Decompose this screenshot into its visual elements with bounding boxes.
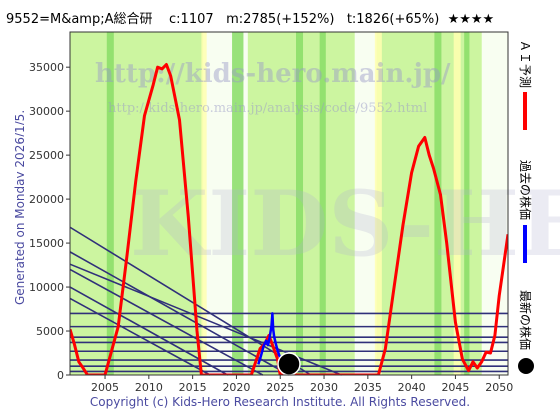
- stock-name: 9552=M&amp;A総合研: [6, 12, 153, 27]
- generated-date-label: Generated on Monday 2026/1/5.: [13, 110, 24, 305]
- band-region: [296, 32, 304, 375]
- current-price: c:1107: [169, 12, 214, 27]
- y-tick-label: 30000: [29, 105, 64, 118]
- band-region: [434, 32, 442, 375]
- legend-latest-label: 最新の株価: [518, 290, 533, 350]
- past-price-line: [257, 312, 285, 365]
- watermark: http://kids-hero.main.jp/ http://kids-he…: [95, 59, 560, 277]
- m-value: m:2785(+152%): [226, 12, 335, 27]
- legend-past-swatch: [523, 225, 527, 263]
- band-region: [232, 32, 244, 375]
- copyright: Copyright (c) Kids-Hero Research Institu…: [89, 395, 471, 409]
- y-tick-label: 35000: [29, 61, 64, 74]
- x-tick-label: 2045: [441, 381, 469, 394]
- rating-stars: ★★★★: [447, 12, 495, 27]
- legend-ai-swatch: [523, 92, 527, 130]
- band-region: [464, 32, 470, 375]
- band-region: [319, 32, 326, 375]
- band-region: [481, 32, 508, 375]
- t-value: t:1826(+65%): [346, 12, 440, 27]
- x-tick-label: 2050: [485, 381, 513, 394]
- x-tick-label: 2025: [266, 381, 294, 394]
- watermark-url-small: http://kids-hero.main.jp/analysis/code/9…: [108, 101, 427, 116]
- x-tick-label: 2005: [91, 381, 119, 394]
- y-tick-label: 20000: [29, 193, 64, 206]
- watermark-logo: KIDS-HERO: [130, 171, 560, 277]
- latest-price-marker: [277, 352, 301, 376]
- trend-line: [69, 297, 211, 376]
- trend-line: [69, 268, 264, 376]
- plot-frame: [69, 31, 509, 376]
- y-tick-label: 5000: [36, 325, 64, 338]
- y-tick-label: 10000: [29, 281, 64, 294]
- x-tick-label: 2040: [398, 381, 426, 394]
- band-region: [374, 32, 382, 375]
- watermark-url-large: http://kids-hero.main.jp/: [95, 59, 451, 89]
- legend-ai-label: ＡＩ予測: [518, 40, 532, 88]
- y-tick-label: 0: [57, 369, 64, 382]
- x-tick-label: 2020: [222, 381, 250, 394]
- legend-past-label: 過去の株価: [518, 160, 533, 220]
- x-axis: 2005 2010 2015 2020 2025 2030 2035 2040 2045 2050: [91, 375, 513, 394]
- x-tick-label: 2010: [135, 381, 163, 394]
- x-tick-label: 2035: [354, 381, 382, 394]
- y-tick-label: 15000: [29, 237, 64, 250]
- generated-date-text: Generated on Monday 2026/1/5.: [13, 110, 24, 305]
- y-tick-label: 25000: [29, 149, 64, 162]
- band-region: [201, 32, 207, 375]
- legend: ＡＩ予測 過去の株価 最新の株価: [518, 40, 534, 374]
- legend-latest-marker: [518, 358, 534, 374]
- band-region: [354, 32, 377, 375]
- trend-line: [69, 226, 312, 376]
- chart-title: 9552=M&amp;A総合研 c:1107 m:2785(+152%) t:1…: [6, 8, 556, 27]
- x-tick-label: 2030: [310, 381, 338, 394]
- x-tick-label: 2015: [179, 381, 207, 394]
- plot-background: [70, 32, 508, 375]
- band-region: [106, 32, 114, 375]
- band-region: [453, 32, 461, 375]
- series: [70, 63, 508, 376]
- y-axis: 0 5000 10000 15000 20000 25000 30000 35000: [29, 61, 70, 382]
- ai-forecast-line: [70, 63, 508, 375]
- trend-line: [69, 251, 290, 376]
